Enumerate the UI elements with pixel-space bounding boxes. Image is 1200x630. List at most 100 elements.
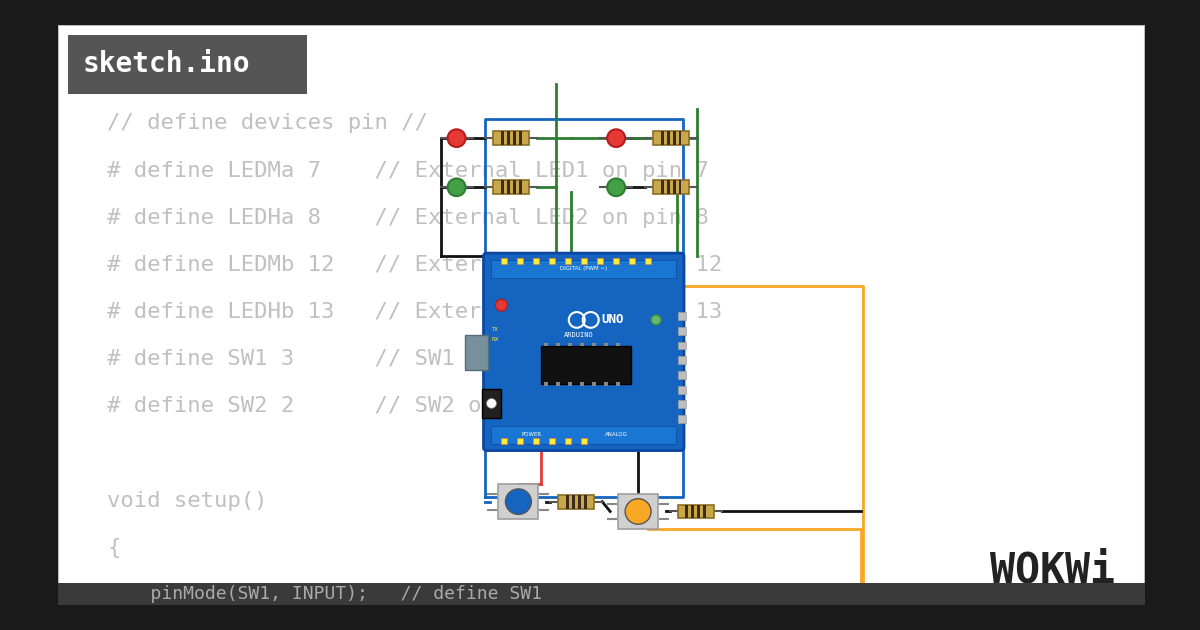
Bar bbox=[678, 131, 682, 145]
Text: TX: TX bbox=[492, 327, 498, 332]
Bar bbox=[613, 258, 619, 264]
Bar bbox=[517, 258, 523, 264]
Bar bbox=[569, 382, 572, 386]
Bar bbox=[678, 327, 686, 335]
Bar bbox=[67, 35, 307, 94]
Bar bbox=[666, 131, 670, 145]
Bar bbox=[678, 386, 686, 394]
Bar bbox=[604, 343, 608, 347]
Bar bbox=[565, 495, 569, 508]
Circle shape bbox=[652, 315, 661, 325]
Bar bbox=[58, 583, 1145, 605]
Bar bbox=[481, 389, 502, 418]
Bar bbox=[703, 505, 707, 518]
Bar bbox=[512, 180, 516, 194]
Bar bbox=[685, 505, 689, 518]
Bar bbox=[678, 312, 686, 320]
Bar bbox=[593, 382, 596, 386]
Bar bbox=[506, 131, 510, 145]
Bar bbox=[581, 438, 587, 444]
Bar bbox=[581, 382, 584, 386]
Bar bbox=[558, 495, 594, 508]
Bar bbox=[672, 131, 676, 145]
Text: # define LEDMb 12   // External LED3 on pin 12: # define LEDMb 12 // External LED3 on pi… bbox=[108, 255, 722, 275]
Text: POWER: POWER bbox=[521, 432, 541, 437]
Bar bbox=[493, 131, 529, 145]
Text: # define LEDHa 8    // External LED2 on pin 8: # define LEDHa 8 // External LED2 on pin… bbox=[108, 208, 709, 228]
Bar bbox=[493, 180, 529, 194]
Bar bbox=[697, 505, 701, 518]
Bar bbox=[577, 495, 581, 508]
Text: WOKWi: WOKWi bbox=[990, 549, 1115, 592]
Bar bbox=[678, 401, 686, 408]
Bar bbox=[678, 356, 686, 364]
Bar bbox=[502, 438, 508, 444]
Bar bbox=[678, 505, 714, 518]
Text: # define LEDMa 7    // External LED1 on pin 7: # define LEDMa 7 // External LED1 on pin… bbox=[108, 161, 709, 181]
Bar bbox=[517, 438, 523, 444]
Bar bbox=[518, 180, 522, 194]
Text: # define SW2 2      // SW2 on pin 2: # define SW2 2 // SW2 on pin 2 bbox=[108, 396, 576, 416]
Circle shape bbox=[607, 129, 625, 147]
Bar bbox=[678, 415, 686, 423]
Bar bbox=[672, 180, 676, 194]
Bar bbox=[618, 494, 658, 529]
Text: pinMode(SW1, INPUT);   // define SW1: pinMode(SW1, INPUT); // define SW1 bbox=[108, 585, 542, 603]
Bar bbox=[616, 382, 620, 386]
Bar bbox=[557, 382, 560, 386]
Bar bbox=[518, 131, 522, 145]
Bar bbox=[653, 131, 689, 145]
Circle shape bbox=[448, 178, 466, 196]
Bar bbox=[581, 258, 587, 264]
Bar bbox=[550, 438, 556, 444]
Bar bbox=[678, 180, 682, 194]
Text: sketch.ino: sketch.ino bbox=[83, 50, 250, 79]
Circle shape bbox=[607, 178, 625, 196]
Circle shape bbox=[625, 499, 652, 524]
Bar bbox=[464, 335, 488, 370]
Bar bbox=[545, 343, 548, 347]
Text: # define SW1 3      // SW1 on pin 3: # define SW1 3 // SW1 on pin 3 bbox=[108, 349, 576, 369]
Bar bbox=[598, 258, 604, 264]
Bar bbox=[565, 258, 571, 264]
Bar bbox=[678, 341, 686, 350]
Bar bbox=[500, 180, 504, 194]
Bar bbox=[541, 346, 631, 384]
Bar bbox=[660, 131, 664, 145]
Bar bbox=[565, 438, 571, 444]
Bar bbox=[629, 258, 635, 264]
Bar bbox=[571, 495, 575, 508]
Bar bbox=[666, 180, 670, 194]
Bar bbox=[660, 180, 664, 194]
Bar bbox=[569, 343, 572, 347]
Bar bbox=[506, 180, 510, 194]
Bar bbox=[646, 258, 652, 264]
Bar bbox=[678, 371, 686, 379]
Text: // define devices pin //: // define devices pin // bbox=[108, 113, 428, 134]
Bar bbox=[533, 438, 539, 444]
Text: RX: RX bbox=[492, 337, 499, 342]
Text: void setup(): void setup() bbox=[108, 491, 268, 511]
Text: {: { bbox=[108, 538, 121, 558]
Circle shape bbox=[448, 129, 466, 147]
Bar bbox=[533, 258, 539, 264]
Text: DIGITAL (PWM ∼): DIGITAL (PWM ∼) bbox=[560, 266, 607, 272]
Bar bbox=[500, 131, 504, 145]
Circle shape bbox=[505, 489, 532, 515]
Bar bbox=[604, 382, 608, 386]
FancyBboxPatch shape bbox=[484, 253, 684, 450]
Bar bbox=[616, 343, 620, 347]
Bar bbox=[653, 180, 689, 194]
Bar bbox=[512, 131, 516, 145]
Text: UNO: UNO bbox=[601, 313, 624, 326]
Circle shape bbox=[486, 399, 497, 408]
Bar bbox=[502, 258, 508, 264]
Bar bbox=[498, 484, 539, 519]
Text: # define LEDHb 13   // External LED4 on pin 13: # define LEDHb 13 // External LED4 on pi… bbox=[108, 302, 722, 322]
Bar bbox=[581, 343, 584, 347]
Bar bbox=[550, 258, 556, 264]
Bar bbox=[545, 382, 548, 386]
Bar bbox=[691, 505, 695, 518]
Bar bbox=[593, 343, 596, 347]
Bar bbox=[583, 495, 587, 508]
